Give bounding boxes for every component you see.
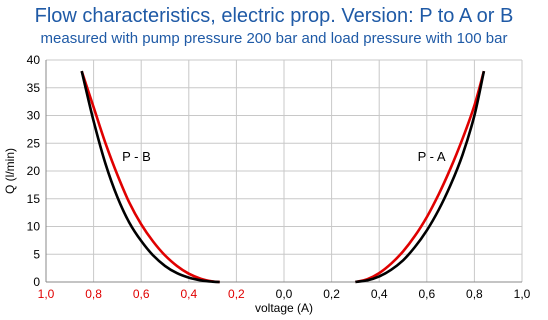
series-line-2: [355, 70, 486, 284]
annotation-label: P - B: [122, 149, 151, 164]
y-tick-label: 30: [27, 109, 41, 123]
x-tick-label: 0,8: [85, 287, 102, 301]
grid: [45, 59, 523, 283]
x-tick-label: 0,6: [133, 287, 150, 301]
series-line-1: [80, 70, 220, 284]
x-tick-label: 1,0: [38, 287, 55, 301]
y-tick-label: 15: [27, 192, 41, 206]
x-tick-label: 0,2: [228, 287, 245, 301]
y-tick-label: 20: [27, 164, 41, 178]
y-tick-label: 25: [27, 136, 41, 150]
y-tick-label: 35: [27, 81, 41, 95]
y-axis-label: Q (l/min): [3, 148, 17, 194]
series-line-0: [80, 70, 220, 284]
y-tick-labels: 0 5 10 15 20 25 30 35 40: [27, 53, 41, 289]
y-tick-label: 10: [27, 220, 41, 234]
x-tick-label: 0,0: [276, 287, 293, 301]
x-tick-label: 1,0: [514, 287, 531, 301]
x-tick-label: 0,4: [180, 287, 197, 301]
y-tick-label: 0: [33, 275, 40, 289]
x-tick-label: 0,6: [418, 287, 435, 301]
annotation-label: P - A: [418, 149, 446, 164]
chart-title: Flow characteristics, electric prop. Ver…: [34, 5, 514, 27]
x-tick-labels: 1,0 0,8 0,6 0,4 0,2 0,0 0,2 0,4 0,6 0,8 1,0: [38, 287, 531, 301]
chart-subtitle: measured with pump pressure 200 bar and …: [40, 30, 508, 47]
x-tick-label: 0,4: [371, 287, 388, 301]
series-line-3: [355, 70, 486, 284]
series-layer: [80, 70, 486, 284]
y-tick-label: 40: [27, 53, 41, 67]
y-tick-label: 5: [33, 247, 40, 261]
x-tick-label: 0,8: [466, 287, 483, 301]
x-tick-label: 0,2: [323, 287, 340, 301]
x-axis-label: voltage (A): [255, 301, 313, 315]
